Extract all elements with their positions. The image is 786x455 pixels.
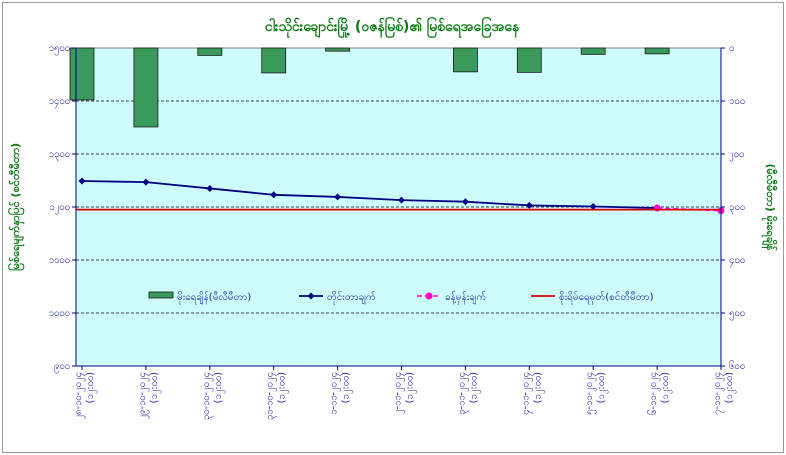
x-tick-date: ၃-၁၁-၂၀၂၄ <box>456 372 468 415</box>
right-tick-label: ၀ <box>729 43 734 54</box>
x-tick-time: (၁၂:၀၀) <box>85 372 97 403</box>
observed-line <box>81 180 658 209</box>
rain-bar <box>452 47 478 73</box>
rain-bar <box>133 47 159 128</box>
x-tick-date: ၄-၁၁-၂၀၂၄ <box>520 372 532 415</box>
legend-swatch-rain <box>148 291 174 299</box>
x-tick-time: (၁၂:၀၀) <box>277 372 289 403</box>
forecast-line <box>657 207 722 212</box>
x-tick-label: ၃၀-၁၀-၂၀၂၄ (၁၂:၀၀) <box>201 372 225 420</box>
chart-title: ငါးသိုင်းချောင်းမြို့ (ဝဇန်မြစ်)၏ မြစ်ရေ… <box>265 17 520 38</box>
x-tick-date: ၅-၁၁-၂၀၂၄ <box>584 372 596 415</box>
axes: ၉၀၀ ၁၀၀၀ ၁၁၀၀ ၁၂၀၀ ၁၃၀၀ ၁၄၀၀ ၁၅၀၀ ၀၁၀၀၂၀၀၃၀၀၄၀၀… <box>49 43 745 420</box>
x-tick-time: (၁၂:၀၀) <box>724 372 736 403</box>
x-tick-label: ၅-၁၁-၂၀၂၄ (၁၂:၀၀) <box>584 372 608 415</box>
x-tick-date: ၇-၁၁-၂၀၂၄ <box>712 372 724 415</box>
x-tick-date: ၃၀-၁၀-၂၀၂၄ <box>201 372 213 420</box>
series-lines <box>76 177 725 215</box>
rain-bar <box>261 47 287 74</box>
x-tick-time: (၁၂:၀၀) <box>532 372 544 403</box>
x-tick-time: (၁၂:၀၀) <box>468 372 480 403</box>
observed-point <box>206 184 214 192</box>
x-tick-time: (၁၂:၀၀) <box>213 372 225 403</box>
legend-label: တိုင်းတာချက် <box>327 290 376 305</box>
chart: ၉၀၀ ၁၀၀၀ ၁၁၀၀ ၁၂၀၀ ၁၃၀၀ ၁၄၀၀ ၁၅၀၀ ၀၁၀၀၂၀၀၃၀၀၄၀၀… <box>7 17 778 420</box>
x-tick-label: ၂-၁၁-၂၀၂၄ (၁၂:၀၀) <box>393 372 417 414</box>
rain-bar <box>197 47 223 56</box>
y-axis-right-label: (မီလီမီတာ) မိုးရေချိန် <box>761 164 778 252</box>
rain-bar <box>69 47 95 101</box>
observed-point <box>270 191 278 199</box>
right-tick-label: ၂၀၀ <box>729 149 744 161</box>
y-axis-left-label: မြစ်ရေမျက်နှာပြင် (စင်တီမီတာ) <box>7 143 25 271</box>
x-tick-label: ၂၉-၁၀-၂၀၂၄ (၁၂:၀၀) <box>137 372 161 420</box>
legend-marker-observed <box>307 292 315 300</box>
legend-marker-forecast <box>425 292 433 300</box>
right-tick-label: ၄၀၀ <box>729 255 745 267</box>
x-tick-time: (၁၂:၀၀) <box>341 372 353 403</box>
x-tick-label: ၂၈-၁၀-၂၀၂၄ (၁၂:၀၀) <box>73 372 97 420</box>
observed-point <box>398 196 405 204</box>
x-tick-date: ၂-၁၁-၂၀၂၄ <box>393 372 405 414</box>
x-tick-time: (၁၂:၀၀) <box>405 372 417 403</box>
right-tick-label: ၆၀၀ <box>729 361 745 372</box>
right-tick-label: ၁၀၀ <box>729 96 745 107</box>
legend-label: မိုးရေချိန်(မီလီမီတာ) <box>177 290 251 305</box>
rain-bar <box>325 47 351 52</box>
left-tick-label: ၁၀၀၀ <box>49 308 70 319</box>
legend-label: ခန့်မှန်းချက် <box>445 290 486 305</box>
left-tick-label: ၁၅၀၀ <box>49 43 70 55</box>
observed-point <box>525 201 533 209</box>
observed-point <box>334 193 342 201</box>
observed-point <box>461 198 469 206</box>
x-tick-label: ၆-၁၁-၂၀၂၄ (၁၂:၀၀) <box>648 372 672 415</box>
legend: မိုးရေချိန်(မီလီမီတာ) တိုင်းတာချက် ခန့်မှန… <box>148 290 654 305</box>
x-tick-date: ၃၁-၁၀-၂၀၂၄ <box>265 372 277 420</box>
rain-bar <box>644 47 670 55</box>
left-tick-label: ၁၁၀၀ <box>49 255 70 266</box>
observed-point <box>78 177 86 185</box>
x-tick-time: (၁၂:၀၀) <box>596 372 608 403</box>
x-tick-label: ၃၁-၁၀-၂၀၂၄ (၁၂:၀၀) <box>265 372 289 420</box>
legend-label: စိုးရိမ်ရေမှတ်(စင်တီမီတာ) <box>559 290 654 305</box>
observed-point <box>142 178 150 186</box>
x-tick-time: (၁၂:၀၀) <box>660 372 672 403</box>
x-tick-date: ၁-၁၁-၂၀၂၄ <box>329 372 341 415</box>
x-tick-date: ၂၉-၁၀-၂၀၂၄ <box>137 372 149 420</box>
x-tick-label: ၄-၁၁-၂၀၂၄ (၁၂:၀၀) <box>520 372 544 415</box>
grid-lines <box>76 100 721 314</box>
left-tick-label: ၉၀၀ <box>54 361 70 373</box>
x-tick-time: (၁၂:၀၀) <box>149 372 161 403</box>
x-tick-date: ၂၈-၁၀-၂၀၂၄ <box>73 372 85 420</box>
rain-bars <box>69 47 670 128</box>
observed-point <box>589 202 597 210</box>
x-tick-date: ၆-၁၁-၂၀၂၄ <box>648 372 660 415</box>
rain-bar <box>580 47 606 55</box>
right-tick-label: ၃၀၀ <box>729 202 745 214</box>
left-tick-label: ၁၄၀၀ <box>49 96 70 108</box>
x-tick-label: ၁-၁၁-၂၀၂၄ (၁၂:၀၀) <box>329 372 353 415</box>
left-tick-label: ၁၂၀၀ <box>49 202 70 214</box>
left-tick-label: ၁၃၀၀ <box>49 149 70 161</box>
x-tick-label: ၇-၁၁-၂၀၂၄ (၁၂:၀၀) <box>712 372 736 415</box>
x-tick-label: ၃-၁၁-၂၀၂၄ (၁၂:၀၀) <box>456 372 480 415</box>
right-tick-label: ၅၀၀ <box>729 308 745 320</box>
rain-bar <box>516 47 542 73</box>
